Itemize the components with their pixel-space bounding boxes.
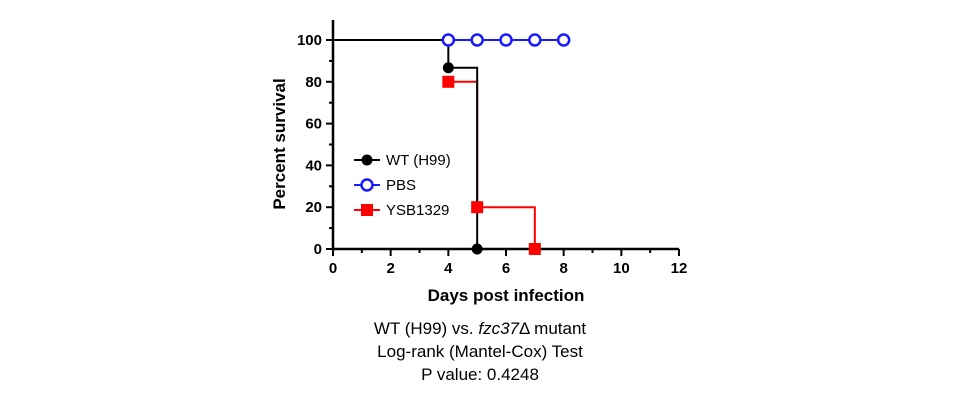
data-point [470, 33, 484, 47]
survival-chart: 0 2 4 6 8 10 12 0 20 40 60 80 100 WT (H99) PBS YSB1329… [270, 20, 687, 305]
caption-comparison-suffix: Δ mutant [519, 319, 587, 338]
legend-label: YSB1329 [386, 202, 449, 219]
x-tick-label: 6 [502, 260, 510, 277]
data-point [556, 33, 571, 47]
legend-label: PBS [386, 177, 416, 194]
data-point [471, 201, 484, 214]
y-tick-label: 20 [305, 199, 322, 216]
legend-label: WT (H99) [386, 152, 451, 169]
data-point [499, 33, 513, 47]
caption-test-name: Log-rank (Mantel-Cox) Test [377, 342, 583, 361]
legend: WT (H99) PBS YSB1329 [354, 152, 451, 219]
x-tick-label: 4 [444, 260, 453, 277]
y-tick-label: 40 [305, 157, 322, 174]
caption-gene-name: fzc37 [478, 319, 520, 338]
y-tick-label: 80 [305, 74, 322, 91]
legend-marker [361, 154, 373, 166]
y-axis-title: Percent survival [270, 78, 289, 209]
x-tick-label: 2 [386, 260, 394, 277]
caption-comparison-prefix: WT (H99) vs. [373, 319, 479, 338]
axes: 0 2 4 6 8 10 12 0 20 40 60 80 100 [297, 20, 687, 277]
y-tick-label: 0 [314, 241, 322, 258]
data-point [471, 243, 483, 255]
x-tick-label: 0 [329, 260, 337, 277]
y-tick-label: 100 [297, 32, 322, 49]
data-point [528, 33, 542, 47]
x-tick-label: 12 [671, 260, 688, 277]
survival-markers [441, 33, 571, 255]
data-point [528, 243, 541, 255]
y-tick-label: 60 [305, 116, 322, 133]
x-tick-label: 8 [559, 260, 567, 277]
caption-p-value: P value: 0.4248 [421, 365, 539, 384]
data-point [441, 33, 456, 47]
caption-comparison: WT (H99) vs. fzc37Δ mutant [330, 317, 630, 340]
data-point [442, 62, 454, 74]
x-axis-title: Days post infection [428, 286, 585, 305]
chart-caption: WT (H99) vs. fzc37Δ mutant Log-rank (Man… [330, 317, 630, 386]
legend-marker [361, 204, 373, 216]
data-point [442, 75, 455, 88]
survival-curve-3 [448, 80, 536, 249]
legend-marker [360, 178, 374, 192]
x-tick-label: 10 [613, 260, 630, 277]
